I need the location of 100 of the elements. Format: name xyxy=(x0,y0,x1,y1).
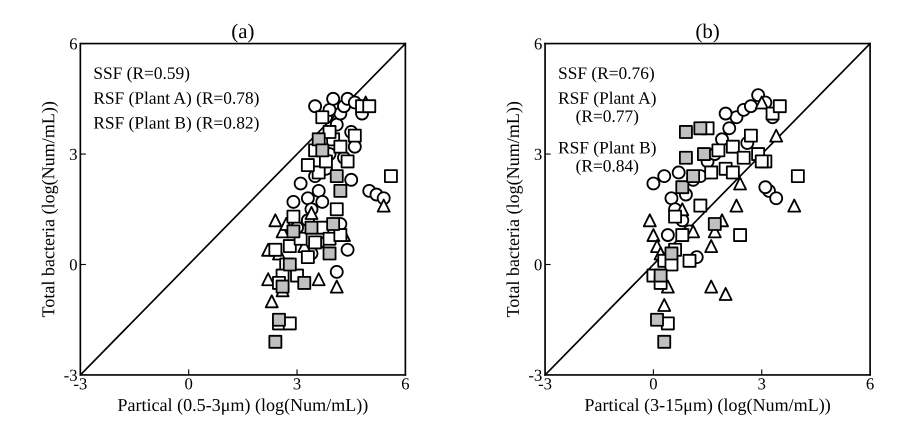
point xyxy=(711,143,726,158)
point xyxy=(660,228,675,242)
point xyxy=(654,268,668,282)
point xyxy=(744,128,758,143)
point xyxy=(322,246,336,260)
point xyxy=(697,147,711,161)
point xyxy=(678,125,693,139)
point xyxy=(304,206,318,220)
point xyxy=(704,166,718,180)
y-axis-title: Total bacteria (log(Num/mL)) xyxy=(506,102,523,318)
annotation: RSF (Plant A) (R=0.77) xyxy=(558,92,656,126)
point xyxy=(312,184,326,198)
point xyxy=(340,154,355,168)
point xyxy=(726,166,740,180)
x-tick-label: 0 xyxy=(185,378,192,390)
point xyxy=(650,312,664,327)
point xyxy=(333,228,348,242)
point xyxy=(326,217,340,231)
point xyxy=(268,334,282,349)
point xyxy=(333,140,348,154)
x-tick-label: 0 xyxy=(650,378,657,390)
point xyxy=(297,276,312,290)
point xyxy=(722,121,736,136)
point xyxy=(315,143,330,158)
point xyxy=(642,213,657,228)
point xyxy=(300,158,315,172)
point xyxy=(384,169,398,184)
point xyxy=(294,176,308,190)
point xyxy=(312,272,326,286)
point xyxy=(726,140,740,154)
y-tick-label: 0 xyxy=(70,259,77,270)
point xyxy=(657,334,672,349)
point xyxy=(344,172,358,187)
point xyxy=(300,191,315,206)
y-tick-label: 6 xyxy=(70,38,78,50)
point xyxy=(736,150,751,165)
point xyxy=(758,180,772,194)
point xyxy=(772,99,787,114)
point xyxy=(264,294,279,308)
point xyxy=(657,169,672,184)
point xyxy=(769,128,784,143)
point xyxy=(315,195,330,209)
point xyxy=(276,280,290,294)
point xyxy=(730,198,744,213)
point xyxy=(754,96,769,110)
point xyxy=(704,239,718,254)
y-tick-label: 3 xyxy=(534,148,542,160)
point xyxy=(322,125,336,139)
point xyxy=(718,287,733,301)
point xyxy=(308,236,322,250)
point xyxy=(708,217,722,231)
point xyxy=(330,169,344,184)
point xyxy=(678,150,693,165)
point xyxy=(790,169,805,184)
annotation: RSF (Plant B) (R=0.84) xyxy=(558,141,656,176)
annotation: RSF (Plant B) (R=0.82) xyxy=(94,116,259,132)
y-axis-title: Total bacteria (log(Num/mL)) xyxy=(42,102,58,318)
x-tick-label: 3 xyxy=(294,378,301,390)
point xyxy=(286,224,300,238)
point xyxy=(693,121,708,136)
point xyxy=(682,254,696,268)
x-tick-label: 6 xyxy=(402,378,410,390)
point xyxy=(330,202,344,216)
point xyxy=(754,154,769,168)
point xyxy=(787,198,802,213)
point xyxy=(282,239,297,254)
point xyxy=(272,312,286,327)
point xyxy=(675,228,690,242)
point xyxy=(268,242,282,257)
point xyxy=(672,166,686,180)
point xyxy=(668,210,682,224)
point xyxy=(286,195,300,209)
point xyxy=(326,92,340,106)
y-tick-label: 6 xyxy=(534,38,542,50)
point xyxy=(348,128,362,143)
point xyxy=(646,228,660,242)
point xyxy=(646,176,660,190)
y-tick-label: 3 xyxy=(70,148,77,160)
x-tick-label: 6 xyxy=(866,378,874,390)
x-axis-title: Partical (0.5-3μm) (log(Num/mL)) xyxy=(118,398,368,415)
point xyxy=(675,180,690,194)
point xyxy=(664,246,678,260)
x-axis-title: Partical (3-15μm) (log(Num/mL)) xyxy=(584,398,830,415)
point xyxy=(268,213,282,228)
point xyxy=(330,280,344,294)
point xyxy=(664,191,678,206)
point xyxy=(376,198,391,213)
point xyxy=(300,250,315,264)
point xyxy=(330,264,344,279)
point xyxy=(704,280,718,294)
point xyxy=(733,228,747,242)
point xyxy=(362,99,376,114)
point xyxy=(340,242,355,257)
point xyxy=(686,169,700,184)
point xyxy=(718,106,733,120)
point xyxy=(286,210,300,224)
point xyxy=(657,298,672,312)
point xyxy=(308,99,322,114)
annotation: SSF (R=0.59) xyxy=(94,66,190,83)
chart-title: (a) xyxy=(232,24,254,42)
